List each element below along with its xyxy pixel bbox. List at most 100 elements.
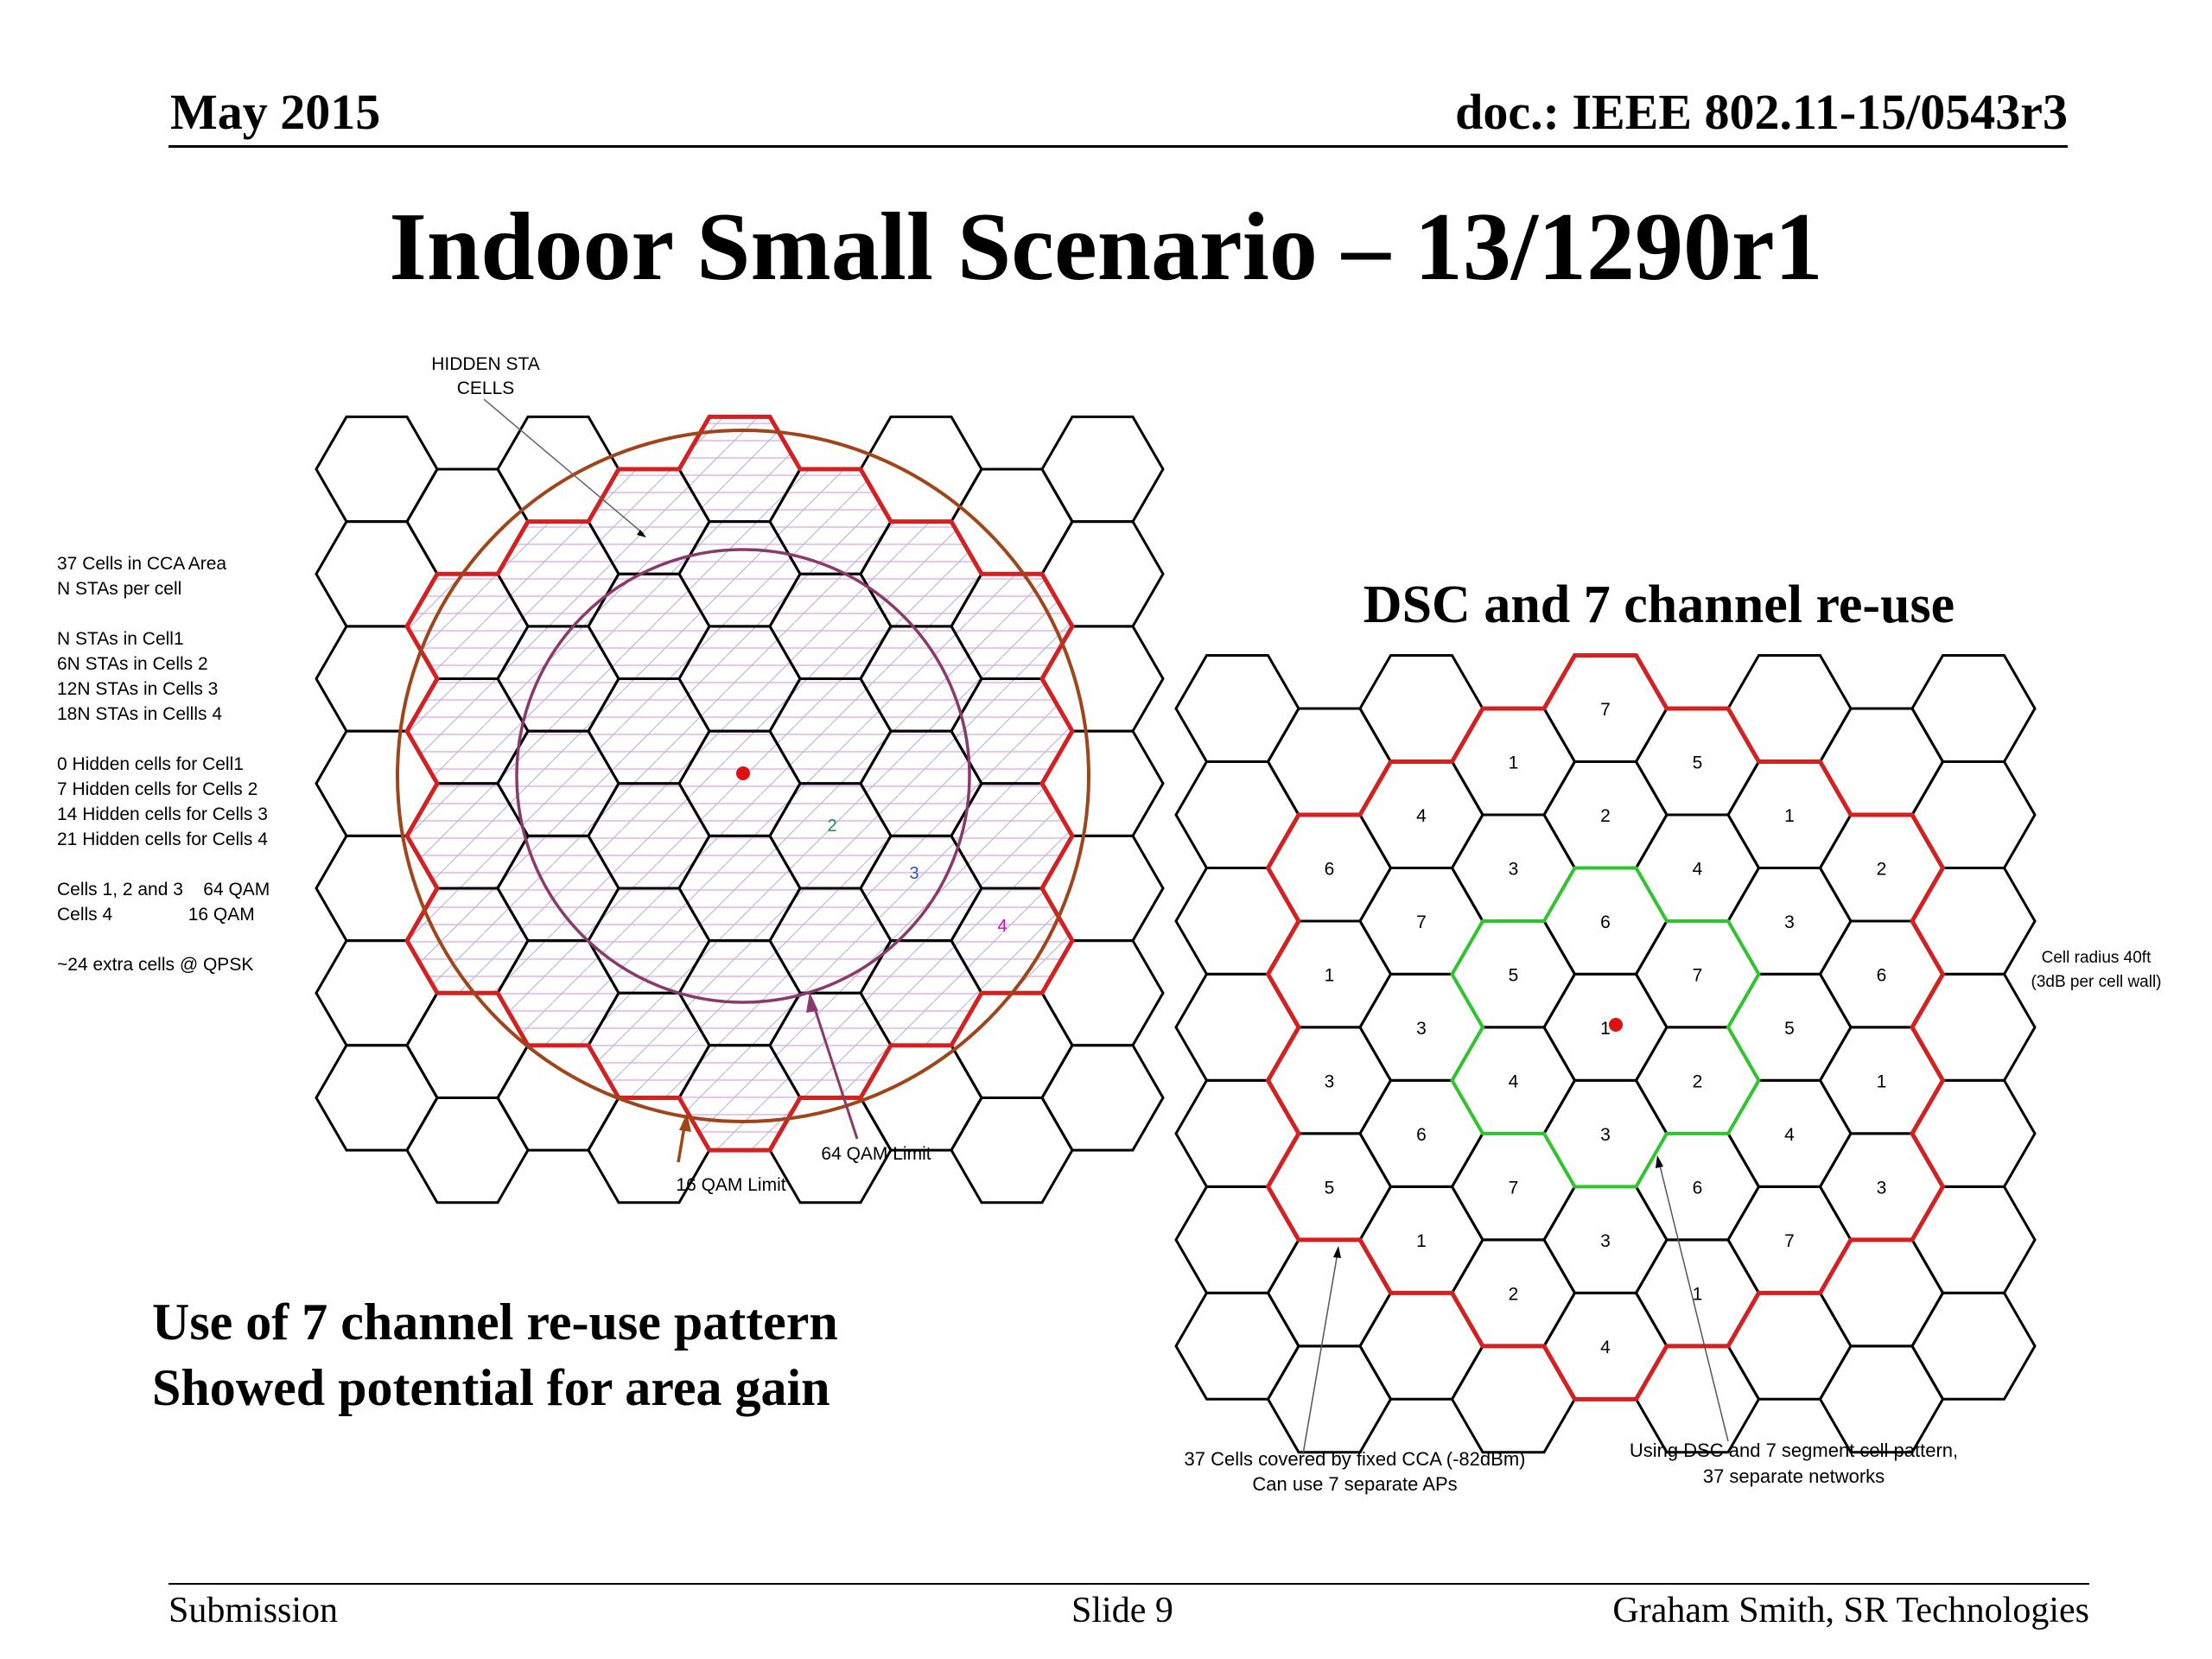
cell-number: 1 <box>1784 806 1795 826</box>
hatched-cell <box>679 836 800 941</box>
cell-number: 3 <box>1325 1071 1335 1091</box>
dsc-caption-pointer <box>1658 1161 1729 1442</box>
hex-cell <box>1910 760 2037 869</box>
cell-number: 5 <box>1693 753 1703 772</box>
hidden-sta-hatch-area <box>407 416 1072 1151</box>
hatched-cell <box>770 783 891 888</box>
hatched-cell <box>588 574 709 679</box>
boundary-edge <box>1266 971 1301 1030</box>
hex-cell <box>1726 654 1853 763</box>
conclusion-line-1: Use of 7 channel re-use pattern <box>152 1294 838 1351</box>
hex-cell <box>1818 1344 1945 1454</box>
boundary-edge <box>586 467 621 524</box>
boundary-edge <box>677 414 712 472</box>
hex-cell <box>1174 972 1300 1082</box>
hidden-sta-pointer <box>483 398 645 535</box>
hatched-cell <box>951 678 1072 784</box>
boundary-edge <box>1541 653 1577 711</box>
hex-cell <box>1174 1291 1300 1401</box>
boundary-edge <box>495 519 531 576</box>
boundary-edge <box>767 414 803 472</box>
right-hex-grid <box>1174 654 2037 1454</box>
right-center-cluster <box>1450 866 1761 1189</box>
header-rule <box>168 145 2068 148</box>
hatched-cell <box>951 783 1072 888</box>
cell-number: 1 <box>1600 1019 1611 1039</box>
hatched-cell <box>679 1045 800 1151</box>
cell-number: 5 <box>1784 1019 1795 1039</box>
cell-number: 6 <box>1416 1125 1427 1145</box>
scenario-note-line: 12N STAs in Cells 3 <box>57 679 219 699</box>
boundary-edge <box>1039 833 1075 891</box>
hatched-cell <box>407 783 528 888</box>
hatched-cell <box>679 521 800 626</box>
right-hex-diagram: 6 1 3 5 4 7 3 6 1 1 3 5 4 7 2 7 2 6 1 3 3 4 5 4 7 2 6 1 1 3 5 4 7 2 6 1 3 Ce… <box>1174 653 2162 1495</box>
hidden-sta-label-2: CELLS <box>457 378 515 398</box>
hex-cell <box>315 415 439 524</box>
hatched-cell <box>588 678 709 784</box>
hatched-cell <box>770 678 891 784</box>
boundary-edge <box>1039 886 1075 944</box>
cell-number: 2 <box>1693 1071 1703 1091</box>
boundary-edge <box>1266 865 1301 924</box>
qam64-pointer-head <box>806 992 818 1013</box>
hatched-cell <box>588 783 709 888</box>
scenario-note-line: 14 Hidden cells for Cells 3 <box>57 804 268 824</box>
scenario-note-line: 7 Hidden cells for Cells 2 <box>57 779 258 799</box>
hatched-cell <box>498 940 619 1046</box>
left-cca-boundary <box>404 414 1075 1153</box>
boundary-edge <box>1450 706 1485 764</box>
hatched-cell <box>498 731 619 836</box>
boundary-edge <box>1039 938 1075 995</box>
cell-label-3: 3 <box>909 864 918 883</box>
boundary-edge <box>858 1043 893 1100</box>
scenario-notes: 37 Cells in CCA Area N STAs per cell N ST… <box>57 551 270 977</box>
hex-cell <box>1174 760 1300 869</box>
hatched-cell <box>588 469 709 575</box>
hex-cell <box>1174 1078 1300 1188</box>
boundary-edge <box>586 1043 621 1100</box>
hatched-cell <box>498 836 619 941</box>
boundary-edge <box>1450 1025 1484 1083</box>
cell-number: 4 <box>1600 1338 1611 1357</box>
hex-cell <box>1040 415 1165 524</box>
boundary-edge <box>949 519 984 576</box>
hex-cell <box>1358 654 1484 763</box>
boundary-edge <box>1357 759 1393 817</box>
hatched-cell <box>951 888 1072 994</box>
qam64-limit-label: 64 QAM Limit <box>821 1144 931 1164</box>
hatched-cell <box>679 940 800 1046</box>
cell-number: 1 <box>1693 1284 1703 1304</box>
hex-cell <box>1174 654 1300 763</box>
right-cca-boundary <box>1266 653 1945 1402</box>
boundary-edge <box>1450 1078 1484 1135</box>
boundary-edge <box>1726 972 1761 1029</box>
footer-slide-number: Slide 9 <box>1071 1591 1173 1630</box>
boundary-edge <box>1266 1025 1301 1083</box>
hidden-sta-pointer-head <box>637 530 646 537</box>
cell-number: 6 <box>1877 965 1887 985</box>
hex-cell <box>1358 1291 1484 1401</box>
cca-caption-pointer <box>1302 1252 1338 1455</box>
footer-author: Graham Smith, SR Technologies <box>1612 1591 2089 1630</box>
boundary-edge <box>1910 971 1945 1030</box>
boundary-edge <box>404 676 440 734</box>
hex-cell <box>1910 972 2037 1082</box>
boundary-edge <box>404 571 440 629</box>
scenario-note-line: 0 Hidden cells for Cell1 <box>57 754 244 774</box>
scenario-note-line: 21 Hidden cells for Cells 4 <box>57 830 268 849</box>
cell-number: 4 <box>1416 806 1427 826</box>
boundary-edge <box>1039 624 1075 681</box>
cell-number: 2 <box>1509 1284 1519 1304</box>
cell-number: 3 <box>1784 912 1795 932</box>
footer-submission: Submission <box>168 1591 339 1630</box>
hatched-cell <box>770 574 891 679</box>
boundary-edge <box>858 467 893 524</box>
qam64-pointer <box>810 1000 859 1140</box>
boundary-edge <box>1910 918 1945 976</box>
cell-number: 2 <box>1877 859 1887 879</box>
boundary-edge <box>1039 728 1075 786</box>
boundary-edge <box>1634 866 1669 923</box>
boundary-edge <box>1357 1237 1393 1295</box>
cell-number: 1 <box>1509 753 1519 772</box>
